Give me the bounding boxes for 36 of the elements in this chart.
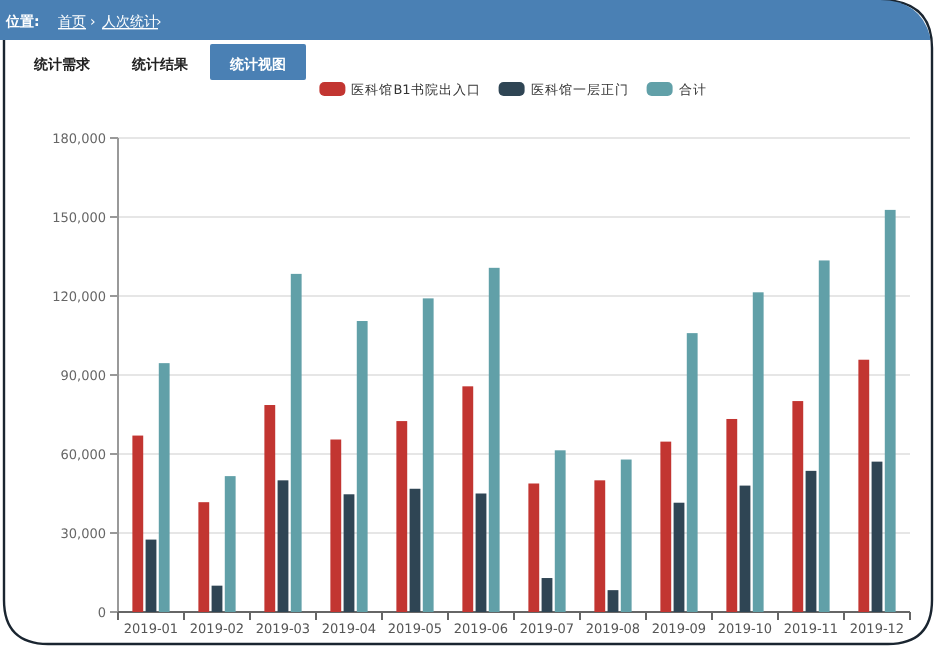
bar (343, 494, 355, 612)
bar (541, 578, 553, 612)
bar (224, 476, 236, 612)
bar (871, 461, 883, 612)
bar (422, 298, 434, 612)
bar (277, 480, 289, 612)
bar (528, 483, 540, 612)
bar (475, 493, 487, 612)
bar (488, 267, 500, 612)
bar (145, 539, 157, 612)
bar (660, 441, 672, 612)
bar (884, 209, 896, 612)
bar (792, 401, 804, 612)
bar (158, 363, 170, 612)
bar (726, 418, 738, 612)
bar (198, 502, 210, 612)
bar (818, 260, 830, 612)
bar (752, 292, 764, 612)
bar (607, 590, 619, 612)
bar (686, 333, 698, 612)
bar (264, 405, 276, 612)
bar (132, 435, 144, 612)
bar (211, 585, 223, 612)
bar (594, 480, 606, 612)
bar (396, 421, 408, 612)
bar (462, 386, 474, 612)
bar (554, 450, 566, 612)
bar (290, 273, 302, 612)
bar (620, 459, 632, 612)
bar (330, 439, 342, 612)
bar (805, 470, 817, 612)
bar (858, 359, 870, 612)
bar (673, 502, 685, 612)
bar (409, 488, 421, 612)
bar (739, 485, 751, 612)
bar (356, 321, 368, 612)
